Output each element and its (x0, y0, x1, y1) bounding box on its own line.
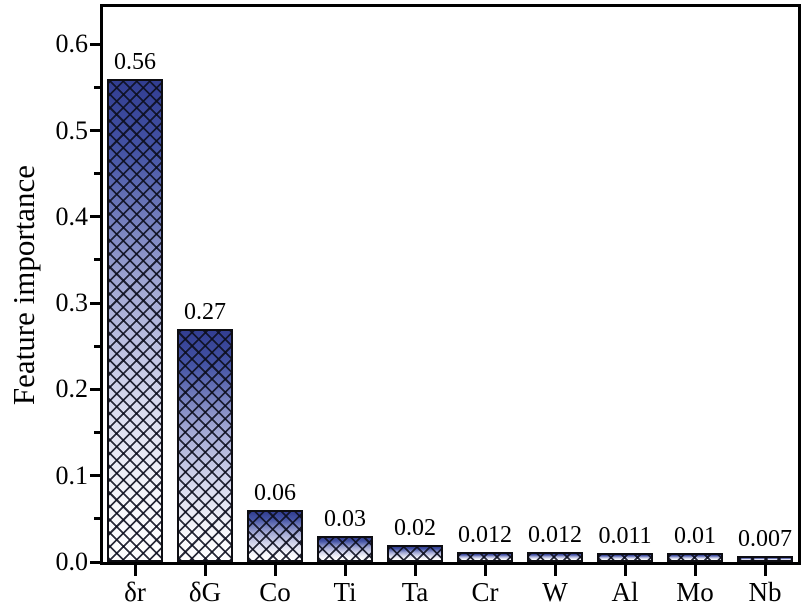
plot-area-frame (100, 4, 801, 565)
y-minor-tick (94, 172, 100, 176)
y-tick-label: 0.4 (55, 201, 89, 231)
y-minor-tick (94, 85, 100, 89)
y-tick-label: 0.3 (55, 288, 89, 318)
x-major-tick (623, 565, 627, 576)
bar-Cr (457, 552, 513, 562)
x-major-tick (343, 565, 347, 576)
x-major-tick (693, 565, 697, 576)
bar-value-label: 0.01 (674, 523, 716, 549)
bar-value-label: 0.012 (458, 522, 512, 548)
x-tick-label: Ta (401, 577, 429, 607)
x-major-tick (273, 565, 277, 576)
bar-Ta (387, 545, 443, 562)
y-tick-label: 0.2 (55, 374, 89, 404)
y-major-tick (90, 474, 100, 478)
x-major-tick (203, 565, 207, 576)
y-major-tick (90, 129, 100, 132)
bar-value-label: 0.02 (394, 515, 436, 541)
bar-value-label: 0.27 (184, 299, 226, 325)
x-tick-label: Al (611, 577, 639, 607)
y-major-tick (90, 301, 100, 305)
x-major-tick (483, 565, 487, 576)
y-major-tick (90, 42, 100, 46)
x-major-tick (413, 565, 417, 576)
x-tick-label: Mo (676, 577, 714, 607)
bar-value-label: 0.06 (254, 480, 296, 506)
x-tick-label: Co (259, 577, 291, 607)
bar-value-label: 0.012 (528, 522, 582, 548)
bar-W (527, 552, 583, 562)
bar-value-label: 0.007 (738, 526, 792, 552)
bar-Ti (317, 536, 373, 562)
x-tick-label: Nb (748, 577, 782, 607)
bar-value-label: 0.56 (114, 49, 156, 75)
y-tick-label: 0.1 (55, 460, 89, 490)
x-tick-label: Ti (333, 577, 357, 607)
y-tick-label: 0.6 (55, 29, 89, 59)
y-minor-tick (94, 344, 100, 348)
x-major-tick (133, 565, 137, 576)
x-tick-label: Cr (471, 577, 499, 607)
bar-Co (247, 510, 303, 562)
bar-δr (107, 79, 163, 562)
bar-Al (597, 553, 653, 562)
bar-δG (177, 329, 233, 562)
y-tick-label: 0.0 (55, 547, 89, 576)
y-minor-tick (94, 258, 100, 262)
bar-value-label: 0.03 (324, 506, 366, 532)
y-minor-tick (94, 431, 100, 435)
x-tick-label: δG (188, 577, 222, 607)
y-major-tick (90, 387, 100, 391)
x-major-tick (553, 565, 557, 576)
bar-Nb (737, 556, 793, 562)
y-major-tick (90, 560, 100, 564)
bar-Mo (667, 553, 723, 562)
x-tick-label: δr (124, 577, 146, 607)
y-tick-label: 0.5 (55, 115, 89, 145)
y-minor-tick (94, 517, 100, 521)
bar-value-label: 0.011 (598, 523, 652, 549)
x-major-tick (763, 565, 767, 576)
y-major-tick (90, 215, 100, 219)
x-tick-label: W (542, 577, 568, 607)
